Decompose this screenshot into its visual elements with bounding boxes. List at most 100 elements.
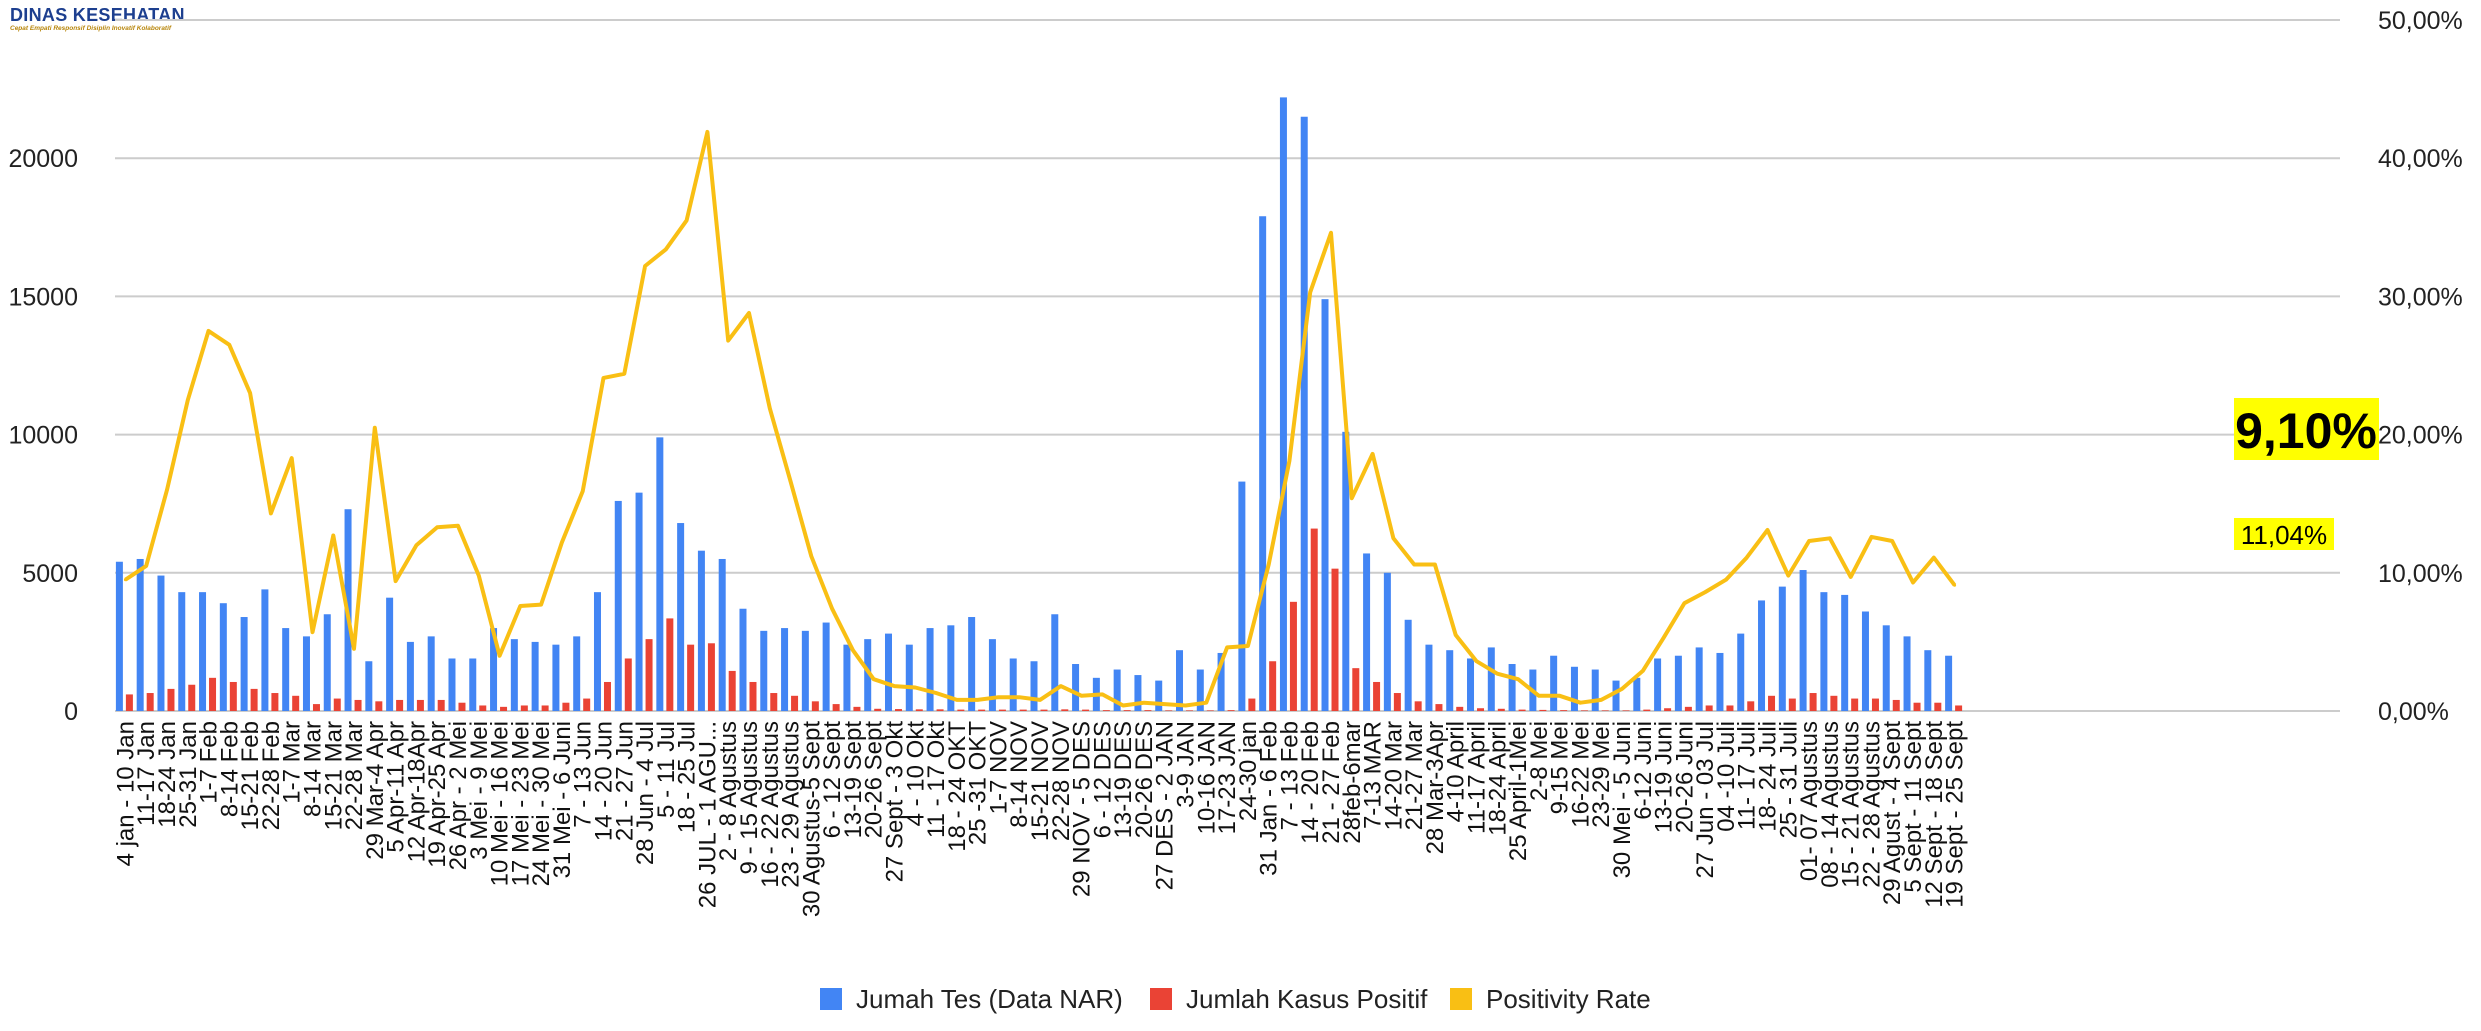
bar-positives <box>832 704 840 711</box>
x-tick-label: 20-26 Sept <box>861 721 888 839</box>
bar-tests <box>1570 666 1578 711</box>
x-tick-label: 28 Jun - 4 Jul <box>632 721 659 865</box>
bar-positives <box>229 681 237 711</box>
bar-positives <box>894 709 902 711</box>
bar-positives <box>1269 661 1277 711</box>
point-positivity-rate <box>248 391 252 395</box>
bar-positives <box>520 705 528 711</box>
point-positivity-rate <box>1184 703 1188 707</box>
point-positivity-rate <box>560 540 564 544</box>
x-tick-label: 22 - 28 Agustus <box>1858 721 1885 888</box>
bar-tests <box>593 592 601 711</box>
point-positivity-rate <box>892 684 896 688</box>
x-tick-label: 23 - 29 Agustus <box>778 721 805 888</box>
bar-tests <box>1217 652 1225 711</box>
point-positivity-rate <box>1246 644 1250 648</box>
bar-tests <box>1945 655 1953 711</box>
bar-positives <box>146 693 154 711</box>
bar-positives <box>583 698 591 711</box>
point-positivity-rate <box>1225 645 1229 649</box>
point-positivity-rate <box>373 426 377 430</box>
x-tick-label: 22-28 Mar <box>341 721 368 830</box>
point-positivity-rate <box>685 218 689 222</box>
point-positivity-rate <box>664 247 668 251</box>
bar-positives <box>770 693 778 711</box>
bar-tests <box>261 589 269 711</box>
x-tick-label: 29 NOV - 5 DES <box>1069 721 1096 897</box>
bar-positives <box>915 709 923 711</box>
x-tick-label: 25 - 31 Juli <box>1775 721 1802 838</box>
bar-tests <box>1030 661 1038 711</box>
bar-tests <box>386 597 394 711</box>
point-positivity-rate <box>1287 459 1291 463</box>
point-positivity-rate <box>581 489 585 493</box>
bar-positives <box>687 644 695 711</box>
bar-tests <box>1467 658 1475 711</box>
bar-tests <box>1279 97 1287 712</box>
x-tick-label: 4 jan - 10 Jan <box>112 721 139 866</box>
bar-tests <box>1446 650 1454 711</box>
point-positivity-rate <box>747 311 751 315</box>
point-positivity-rate <box>976 698 980 702</box>
point-positivity-rate <box>1599 698 1603 702</box>
point-positivity-rate <box>1828 536 1832 540</box>
bar-tests <box>531 641 539 711</box>
bar-positives <box>125 694 133 711</box>
bar-positives <box>1539 709 1547 711</box>
x-tick-label: 11 - 17 Okt <box>923 721 950 838</box>
point-positivity-rate <box>1059 684 1063 688</box>
x-tick-label: 8-14 Mar <box>299 721 326 817</box>
bar-positives <box>1019 709 1027 711</box>
x-tick-label: 29 Agust - 4 Sept <box>1879 721 1906 905</box>
point-positivity-rate <box>1724 578 1728 582</box>
x-tick-label: 1-7 Mar <box>279 721 306 804</box>
point-positivity-rate <box>1890 539 1894 543</box>
bar-positives <box>271 693 279 711</box>
x-tick-label: 21 - 27 Jun <box>611 721 638 841</box>
bar-positives <box>1331 568 1339 711</box>
point-positivity-rate <box>726 339 730 343</box>
point-positivity-rate <box>934 691 938 695</box>
bar-positives <box>333 698 341 711</box>
point-positivity-rate <box>1142 701 1146 705</box>
x-tick-label: 20-26 Juni <box>1671 721 1698 833</box>
bar-positives <box>1664 708 1672 711</box>
bar-positives <box>1913 702 1921 711</box>
bar-tests <box>302 636 310 711</box>
point-positivity-rate <box>1620 687 1624 691</box>
annotation-latest-rate: 9,10% <box>2235 403 2377 459</box>
bar-positives <box>1747 701 1755 711</box>
point-positivity-rate <box>705 130 709 134</box>
point-positivity-rate <box>1786 574 1790 578</box>
point-positivity-rate <box>1745 556 1749 560</box>
y-left-tick-label: 10000 <box>8 422 78 450</box>
point-positivity-rate <box>435 525 439 529</box>
x-tick-label: 18 - 25 Jul <box>674 721 701 833</box>
x-tick-label: 7 - 13 Feb <box>1276 721 1303 830</box>
bar-positives <box>936 709 944 711</box>
point-positivity-rate <box>872 677 876 681</box>
bar-positives <box>458 702 466 711</box>
point-positivity-rate <box>622 372 626 376</box>
point-positivity-rate <box>1412 563 1416 567</box>
bar-positives <box>1788 698 1796 711</box>
bar-tests <box>469 658 477 711</box>
bar-positives <box>1040 709 1048 711</box>
bar-tests <box>1176 650 1184 711</box>
point-positivity-rate <box>123 578 127 582</box>
bar-tests <box>822 622 830 711</box>
point-positivity-rate <box>601 376 605 380</box>
point-positivity-rate <box>789 480 793 484</box>
bar-tests <box>781 628 789 711</box>
bar-tests <box>1487 647 1495 711</box>
point-positivity-rate <box>1100 692 1104 696</box>
bar-tests <box>1737 633 1745 711</box>
x-tick-label: 4 - 10 Okt <box>902 721 929 827</box>
bar-positives <box>1892 699 1900 711</box>
bar-tests <box>1342 431 1350 711</box>
bar-positives <box>811 701 819 711</box>
x-tick-label: 26 JUL - 1 AGU... <box>694 721 721 908</box>
point-positivity-rate <box>851 648 855 652</box>
bar-tests <box>1550 655 1558 711</box>
